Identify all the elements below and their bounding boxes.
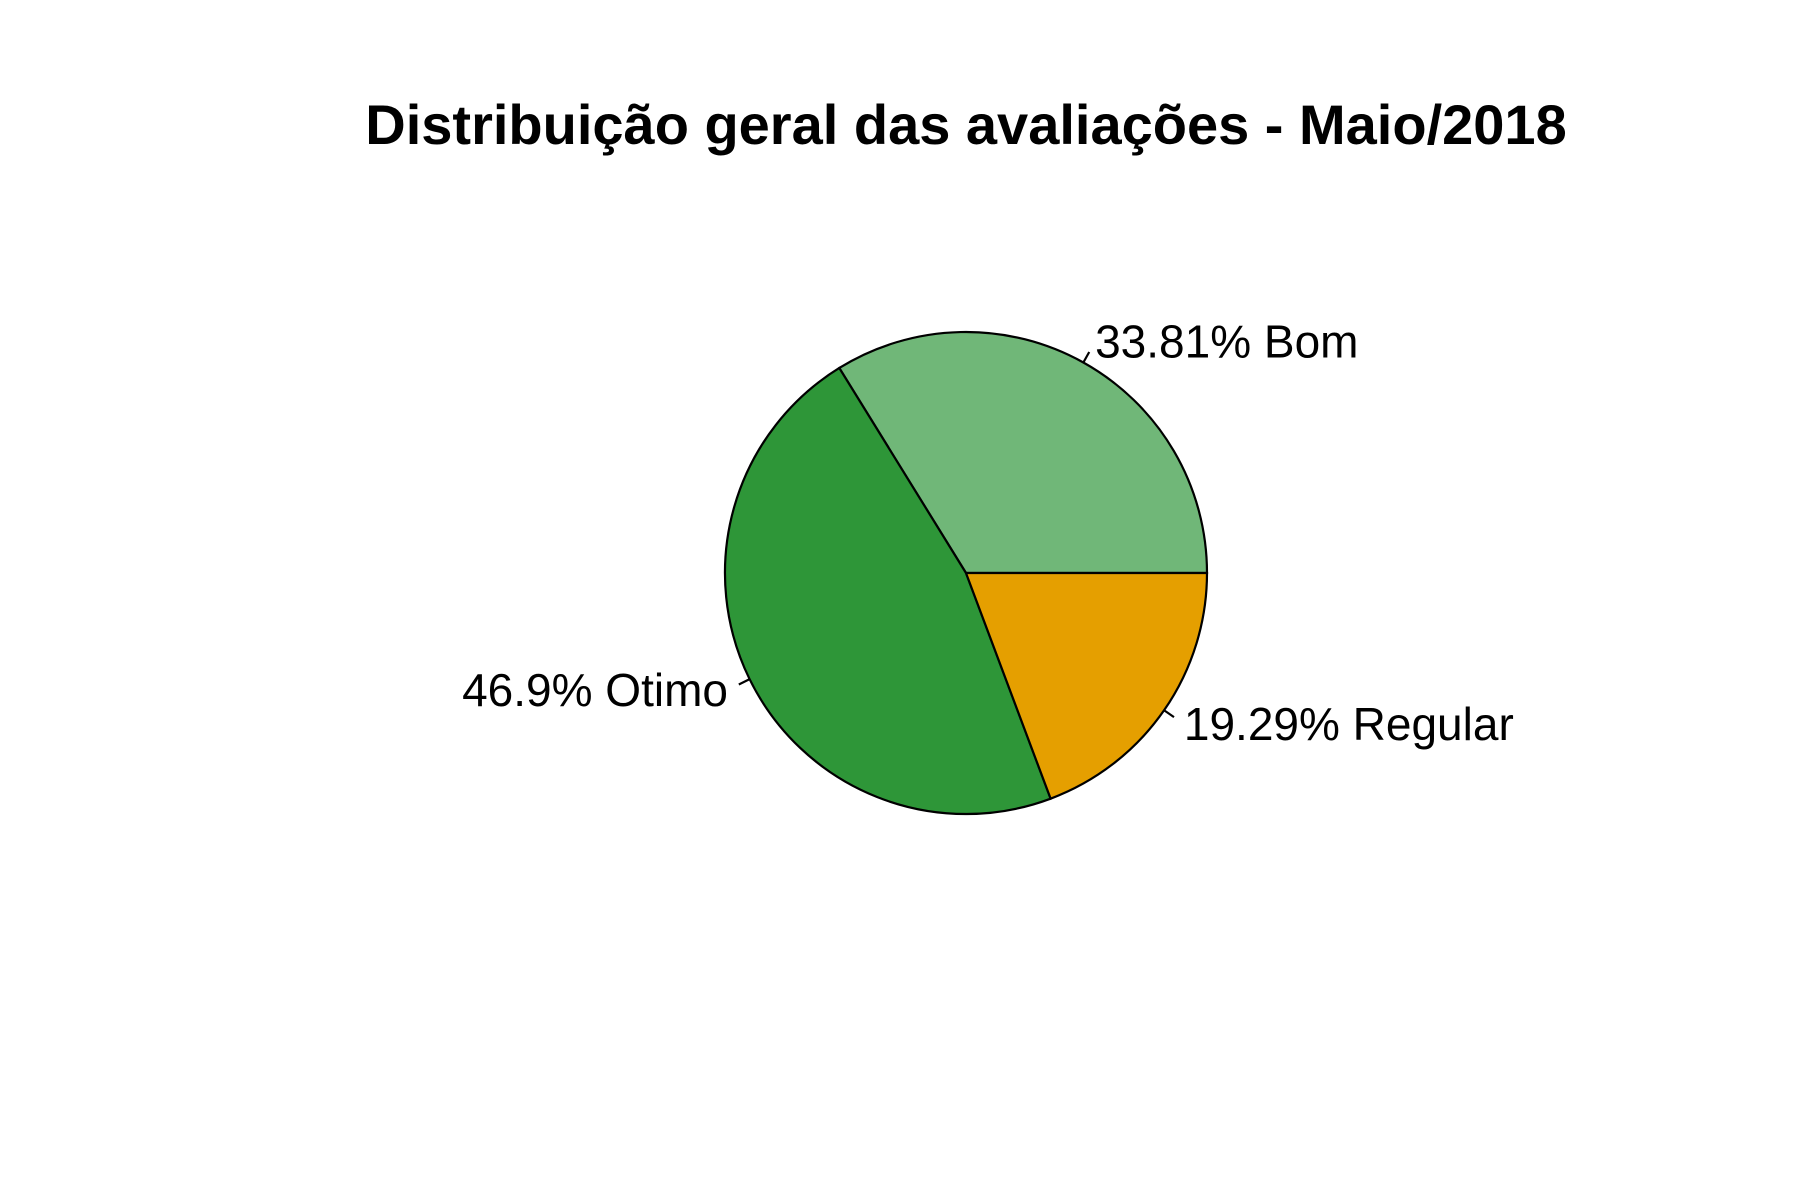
pie-leader-lines bbox=[738, 351, 1175, 719]
slice-label-bom: 33.81% Bom bbox=[1095, 315, 1358, 367]
pie-slice-otimo bbox=[723, 366, 1053, 816]
leader-line-otimo bbox=[738, 678, 751, 686]
chart-title: Distribuição geral das avaliações - Maio… bbox=[365, 93, 1566, 156]
pie-slice-regular bbox=[964, 571, 1209, 801]
slice-label-regular: 19.29% Regular bbox=[1184, 698, 1514, 750]
leader-line-bom bbox=[1082, 351, 1091, 364]
slice-label-otimo: 46.9% Otimo bbox=[462, 664, 728, 716]
leader-line-regular bbox=[1163, 709, 1175, 719]
pie-labels: 33.81% Bom 46.9% Otimo 19.29% Regular bbox=[462, 315, 1514, 750]
pie-slices bbox=[723, 330, 1209, 816]
